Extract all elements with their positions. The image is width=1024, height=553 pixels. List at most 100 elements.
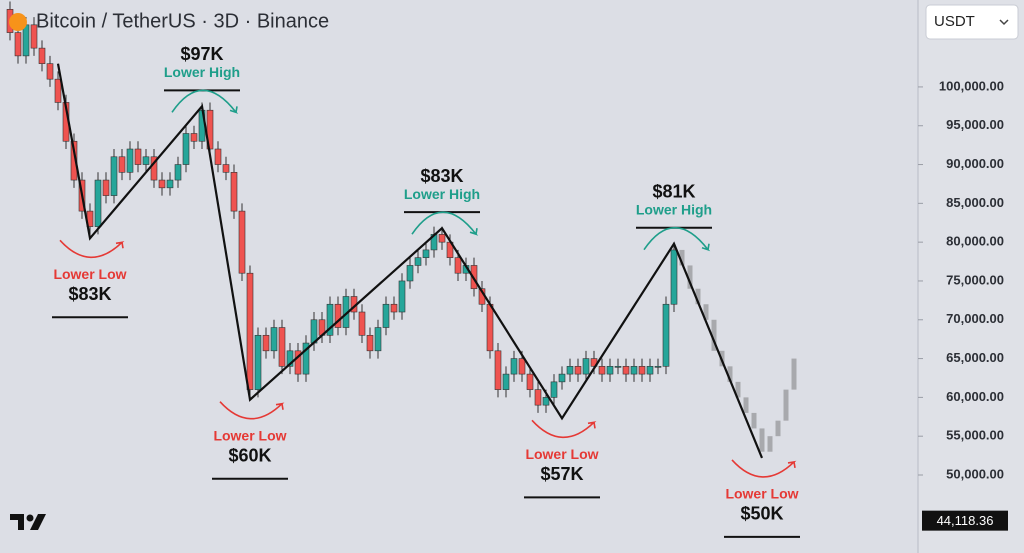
swing-price: $83K [68, 284, 111, 304]
projected-candle [759, 428, 765, 452]
projected-candle [711, 319, 717, 351]
y-tick-label: 50,000.00 [946, 466, 1004, 481]
candle-body [622, 366, 630, 375]
candle-body [182, 133, 190, 165]
swing-label: Lower Low [53, 266, 126, 282]
candle-body [262, 334, 270, 352]
candle-body [102, 179, 110, 196]
dropdown-arrow [999, 19, 1009, 26]
candle-body [246, 272, 254, 390]
logo-part [10, 514, 24, 530]
projected-candle [703, 304, 709, 320]
projected-candle [775, 420, 781, 437]
logo-part [26, 514, 34, 522]
candle-body [598, 366, 606, 375]
candle-body [134, 148, 142, 165]
candle-body [638, 366, 646, 375]
candle-body [494, 350, 502, 390]
candle-body [438, 234, 446, 243]
candle-body [486, 303, 494, 352]
currency-label[interactable]: USDT [934, 13, 975, 30]
candle-body [294, 350, 302, 375]
swing-arc [171, 89, 239, 114]
projected-candle [783, 389, 789, 421]
candle-body [14, 32, 22, 57]
candle-body [70, 140, 78, 181]
last-price-label: 44,118.36 [937, 513, 994, 528]
candle-body [558, 373, 566, 383]
y-tick-label: 70,000.00 [946, 311, 1004, 326]
projected-candle [735, 381, 741, 398]
candle-body [46, 63, 54, 80]
candle-body [406, 265, 414, 282]
swing-label: Lower Low [213, 427, 286, 443]
candle-body [166, 179, 174, 189]
candle-body [662, 303, 670, 367]
swing-label: Lower High [404, 186, 480, 202]
swing-label: Lower High [164, 64, 240, 80]
candle-body [254, 334, 262, 390]
swing-arc [731, 459, 797, 478]
swing-price: $81K [652, 181, 695, 201]
candle-body [334, 303, 342, 328]
y-tick-label: 90,000.00 [946, 156, 1004, 171]
swing-price: $97K [180, 44, 223, 64]
swing-price: $60K [228, 445, 271, 465]
candle-body [214, 148, 222, 165]
candle-body [174, 164, 182, 181]
candle-body [510, 358, 518, 375]
candle-body [582, 358, 590, 375]
candle-body [542, 397, 550, 406]
projected-candle [687, 265, 693, 289]
currency-dropdown[interactable] [925, 4, 1019, 40]
candle-body [566, 366, 574, 375]
projected-candle [743, 397, 749, 413]
swing-label: Lower Low [525, 446, 598, 462]
y-tick-label: 55,000.00 [946, 428, 1004, 443]
candle-body [518, 358, 526, 375]
candle-body [614, 366, 622, 368]
candle-body [150, 156, 158, 181]
projected-candle [695, 288, 701, 305]
candle-body [454, 257, 462, 274]
y-tick-label: 60,000.00 [946, 389, 1004, 404]
projected-candle [767, 436, 773, 452]
projected-candle [727, 366, 733, 382]
candle-body [126, 148, 134, 173]
zigzag-line [56, 63, 764, 459]
candle-body [358, 311, 366, 336]
candle-body [190, 133, 198, 142]
tradingview-logo [10, 514, 46, 530]
y-tick-label: 80,000.00 [946, 234, 1004, 249]
candle-body [230, 172, 238, 212]
candle-body [646, 366, 654, 375]
candle-body [654, 366, 662, 368]
candle-body [110, 156, 118, 196]
candle-body [422, 249, 430, 258]
y-tick-label: 85,000.00 [946, 195, 1004, 210]
swing-arc [411, 211, 479, 236]
candle-body [630, 366, 638, 375]
candle-body [270, 327, 278, 352]
swing-label: Lower High [636, 201, 712, 217]
last-price-tag [922, 510, 1008, 531]
projected-candle [679, 249, 685, 266]
swing-arc [59, 239, 125, 258]
candle-body [38, 47, 46, 64]
y-tick-label: 100,000.00 [939, 78, 1004, 93]
candle-body [142, 156, 150, 165]
candle-body [222, 164, 230, 173]
candle-body [158, 179, 166, 189]
swing-label: Lower Low [725, 486, 798, 502]
coin-icon [9, 13, 27, 31]
swing-price: $57K [540, 464, 583, 484]
logo-part [30, 514, 46, 530]
projected-candle [751, 412, 757, 429]
plot-area [0, 0, 918, 553]
candle-body [238, 210, 246, 274]
price-axis [918, 0, 1024, 553]
y-tick-label: 95,000.00 [946, 117, 1004, 132]
candle-body [606, 366, 614, 375]
candle-body [390, 303, 398, 313]
